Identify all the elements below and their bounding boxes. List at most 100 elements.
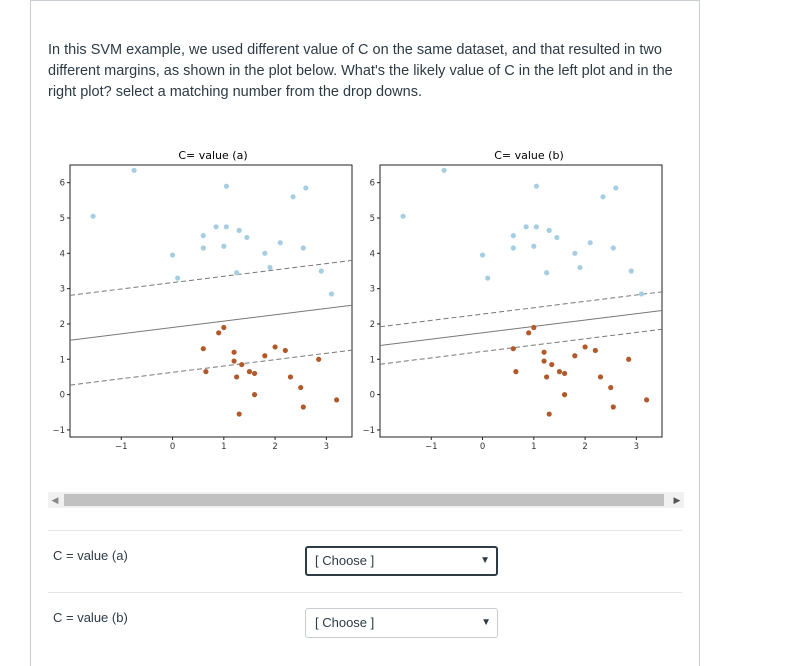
scroll-left-arrow-icon[interactable]: ◀ [51,495,59,505]
answer-a-select[interactable]: [ Choose ] ▼ [305,546,498,576]
plot-b-point-class-1 [400,213,406,219]
plot-b-point-class-2 [592,347,598,354]
plot-a-point-class-1 [300,245,306,251]
plot-b-y-tick-label: 5 [370,214,375,224]
plot-a-x-tick-label: 2 [272,442,277,452]
plot-a-y-tick-label: 3 [60,285,65,295]
plot-b-point-class-1 [533,183,539,189]
plot-a-point-class-1 [200,245,206,251]
plot-b-y-tick-label: 4 [370,249,375,259]
plot-a-point-class-1 [244,234,250,241]
plot-a-point-class-2 [287,374,294,380]
scrollbar-thumb[interactable] [64,494,664,506]
plot-a-point-class-2 [282,347,288,354]
plot-a-point-class-1 [318,268,324,274]
plot-b-decision-boundary [380,310,662,347]
plot-b-point-class-2 [541,349,547,355]
plot-b-point-class-2 [644,397,650,403]
plot-b-point-class-1 [572,250,578,256]
plot-b-y-tick-label: 1 [370,355,375,365]
plot-b-point-class-2 [510,346,516,352]
plot-b-x-tick-label: 2 [582,442,587,452]
plot-b-point-class-2 [556,369,563,375]
plot-b-x-tick-label: 3 [634,442,639,452]
plot-b-point-class-2 [561,392,568,398]
plot-a-point-class-1 [169,252,176,258]
plot-a-point-class-2 [234,374,240,380]
plot-b-point-class-1 [577,264,583,271]
plot-a-margin-upper [70,259,352,296]
plot-a-y-tick-label: 1 [60,355,65,365]
plot-b-point-class-2 [541,358,547,364]
plot-a-point-class-1 [200,233,206,239]
plot-b-x-tick-label: −1 [425,442,438,452]
plot-a-point-class-1 [223,183,229,189]
svm-plot-b: C= value (b) −1 0 1 2 3 −1 0 1 2 3 4 5 6 [362,149,663,452]
plot-a-point-class-1 [277,240,283,246]
plot-a-plot-area [69,164,353,438]
plot-a-y-tick-label: 4 [60,249,65,259]
plot-a-x-tick-label: 0 [170,442,175,452]
plot-b-point-class-1 [610,245,616,251]
plot-b-margin-upper [380,291,662,328]
plot-b-point-class-2 [597,374,604,380]
plot-a-point-class-2 [298,384,304,391]
plot-b-point-class-1 [485,275,491,281]
plot-b-point-class-2 [582,344,588,350]
question-frame [30,0,700,666]
plot-a-point-class-1 [175,275,181,281]
plot-b-point-class-1 [479,252,486,258]
plot-a-y-tick-label: 2 [60,320,65,330]
plot-a-point-class-1 [267,264,273,271]
plot-b-point-class-1 [523,224,529,230]
plot-a-y-tick-label: 0 [60,391,65,401]
plot-a-y-tick-label: −1 [52,426,65,436]
plot-a-point-class-1 [234,270,240,276]
plot-a-point-class-2 [246,369,253,375]
plot-b-point-class-2 [610,404,616,410]
plot-a-point-class-1 [90,213,96,219]
plot-a-point-class-2 [236,411,242,417]
plot-a-point-class-1 [221,243,227,249]
plot-a-point-class-1 [131,167,137,173]
scroll-right-arrow-icon[interactable]: ▶ [673,495,681,505]
plot-b-y-tick-label: 0 [370,391,375,401]
plot-a-point-class-2 [300,404,306,410]
plot-b-point-class-2 [546,411,552,417]
plot-b-x-tick-label: 0 [480,442,485,452]
plot-b-point-class-2 [626,356,632,362]
question-line-1: In this SVM example, we used different v… [48,42,662,58]
plot-b-plot-area [379,164,663,438]
plot-a-point-class-1 [290,194,296,200]
plot-a-point-class-2 [231,349,237,355]
plot-a-margin-lower [70,349,352,386]
plot-a-point-class-1 [213,224,219,230]
plot-a-point-class-2 [203,369,209,375]
question-line-2: different margins, as shown in the plot … [48,63,673,79]
chevron-down-icon: ▼ [481,617,491,628]
plot-b-point-class-1 [587,240,593,246]
answer-b-label: C = value (b) [53,610,128,625]
answer-b-select[interactable]: [ Choose ] ▼ [305,608,498,638]
plot-a-point-class-1 [223,224,229,230]
svm-plot-a: C= value (a) −1 0 1 2 3 −1 0 1 2 3 4 5 6 [52,149,353,452]
divider [48,592,682,593]
plot-b-point-class-1 [613,185,619,191]
plot-b-point-class-2 [549,361,555,368]
plot-b-point-class-1 [628,268,634,274]
plot-a-point-class-2 [262,353,268,359]
plot-a-point-class-1 [303,185,309,191]
plot-a-point-class-2 [200,346,206,352]
plot-b-point-class-1 [510,245,516,251]
plot-b-point-class-2 [572,353,578,359]
chevron-down-icon: ▼ [480,555,490,566]
plot-b-y-tick-label: 6 [370,179,375,189]
plot-a-x-tick-label: −1 [115,442,128,452]
plot-a-point-class-2 [221,324,227,331]
horizontal-scrollbar[interactable]: ◀ ▶ [48,492,684,508]
plot-a-y-tick-label: 6 [60,179,65,189]
plot-b-y-tick-label: 2 [370,320,375,330]
plot-b-point-class-2 [608,384,614,391]
plot-b-title: C= value (b) [494,149,564,162]
plot-b-point-class-2 [531,324,537,331]
